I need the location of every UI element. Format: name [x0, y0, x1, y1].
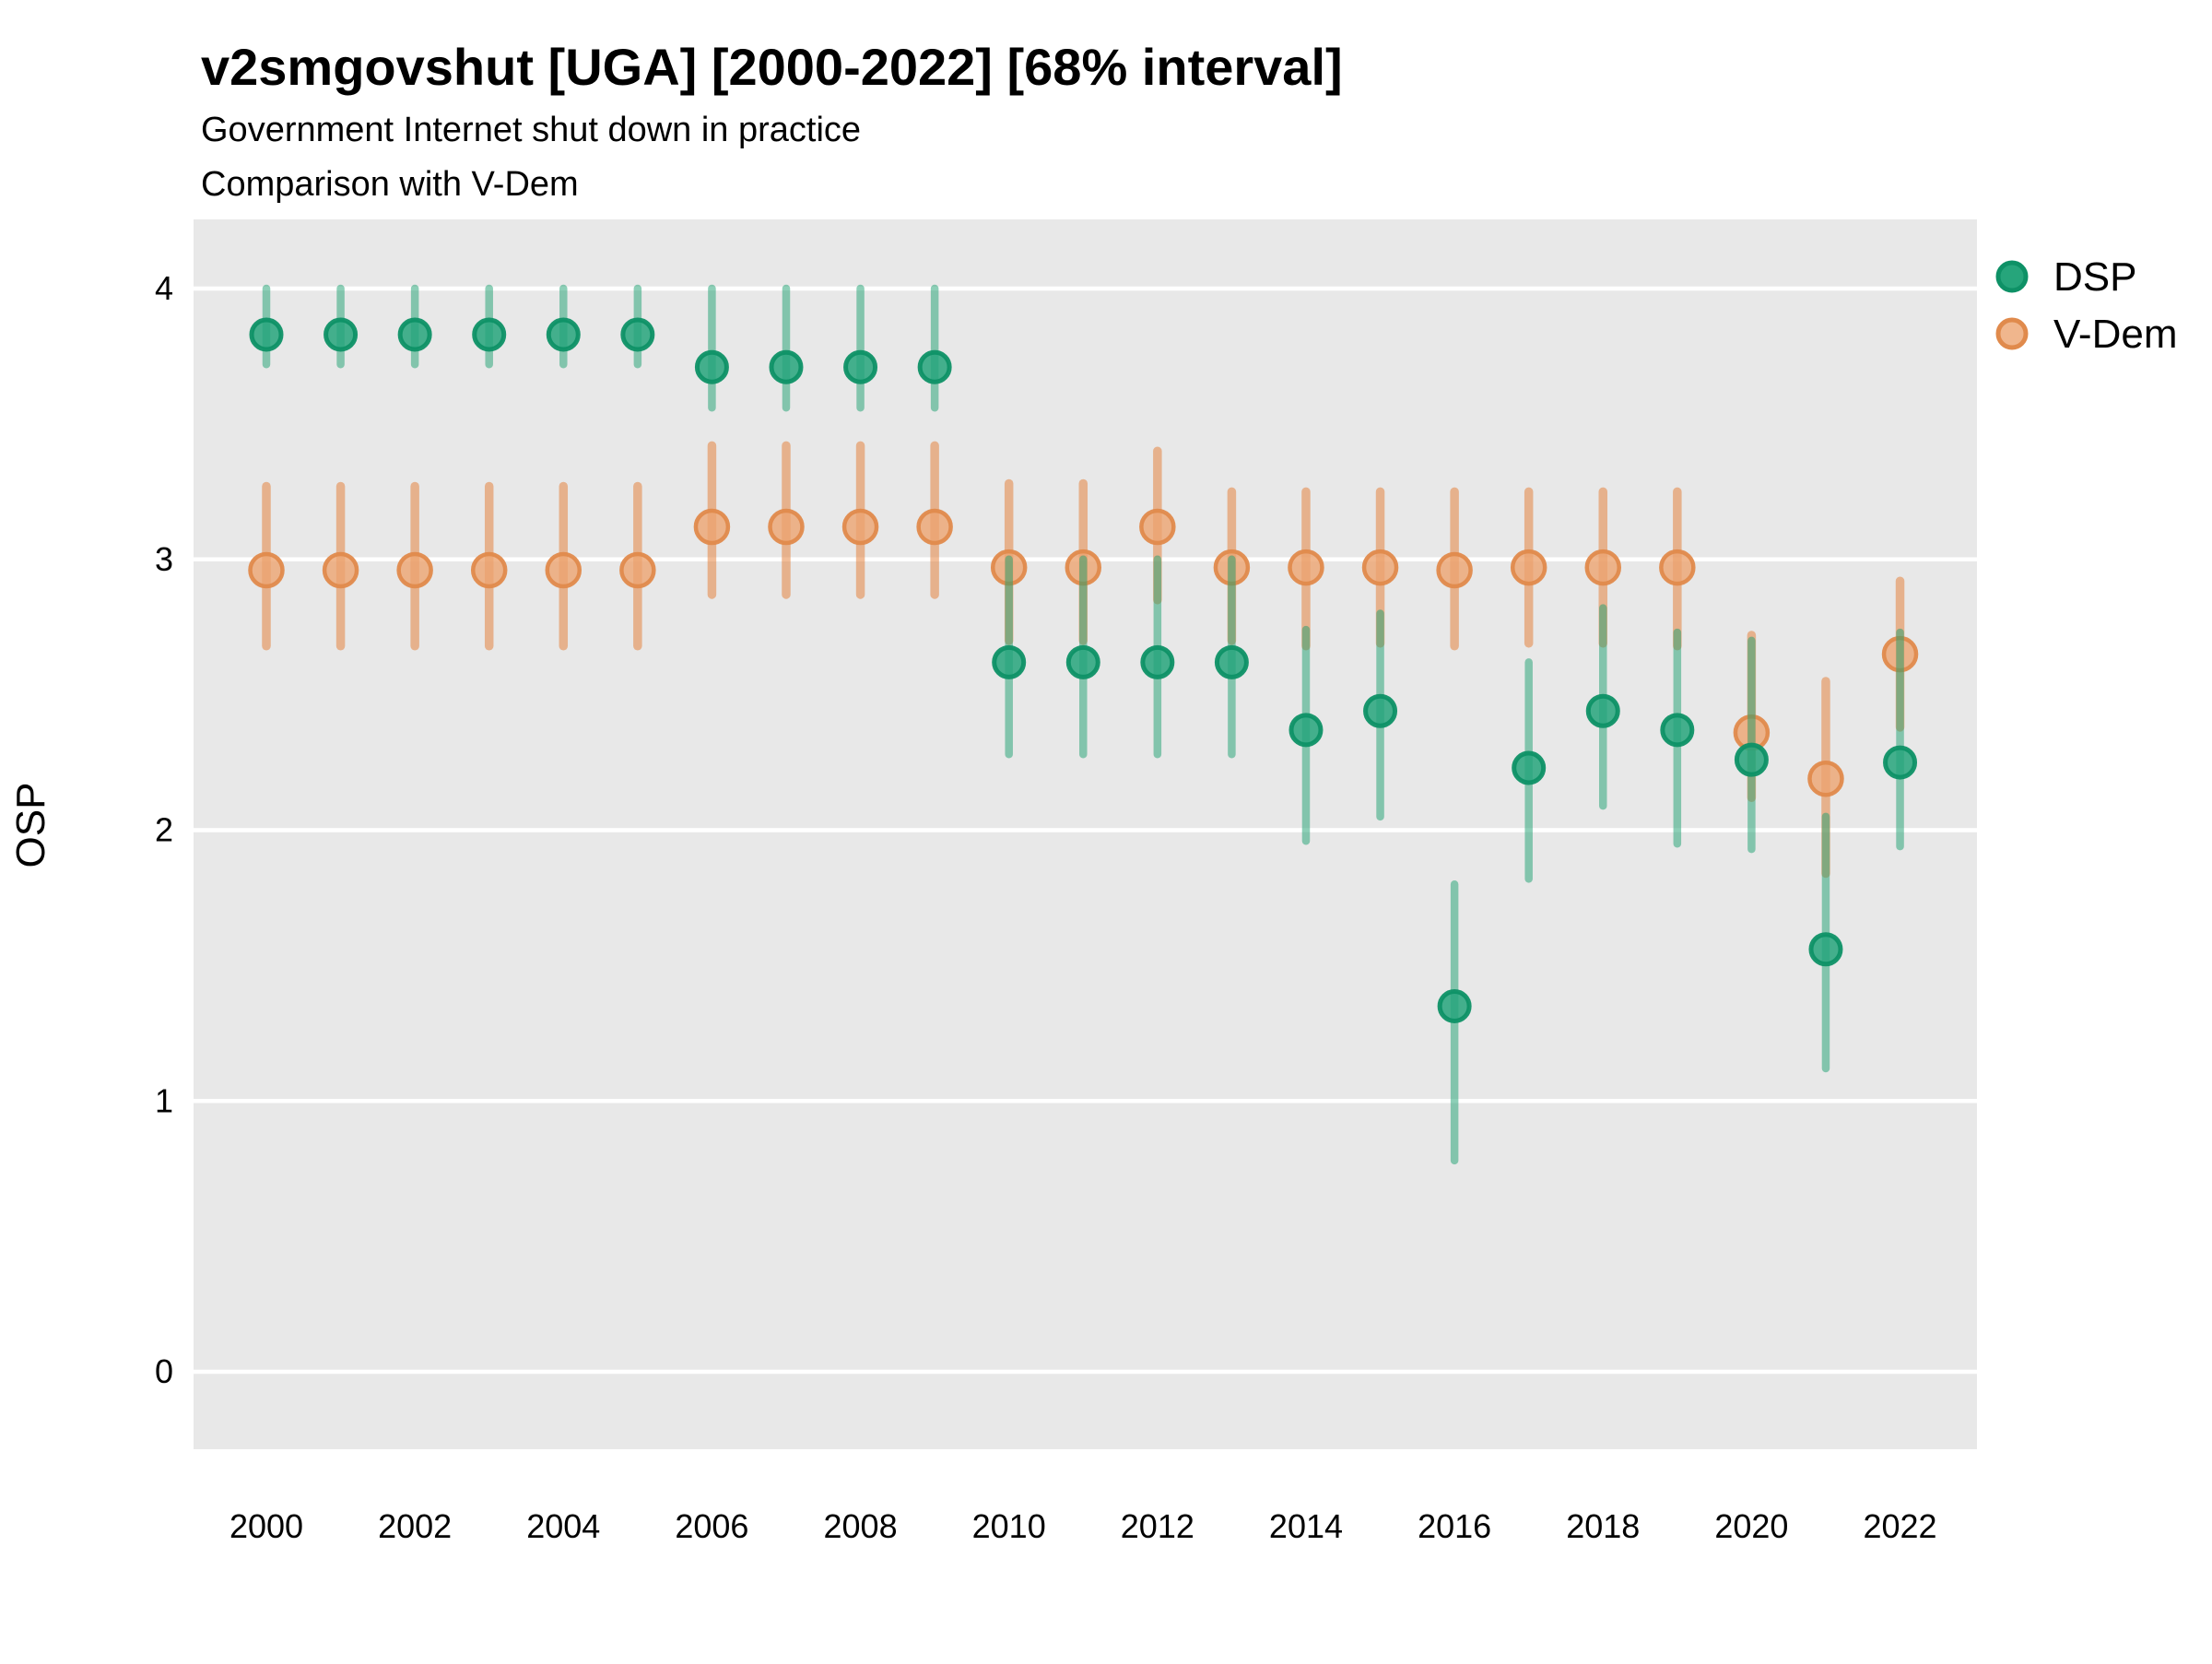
legend-dsp-label: DSP	[2053, 254, 2136, 300]
vdem-point-2017	[1510, 549, 1547, 586]
dsp-point-2008	[843, 349, 878, 384]
dsp-point-2005	[620, 317, 655, 352]
vdem-point-2007	[768, 508, 805, 546]
vdem-point-2008	[841, 508, 879, 546]
dsp-point-2018	[1585, 693, 1620, 728]
y-tick-label-0: 0	[155, 1352, 173, 1390]
dsp-point-2015	[1363, 693, 1398, 728]
y-tick-label-2: 2	[155, 811, 173, 849]
x-tick-label-2016: 2016	[1418, 1507, 1491, 1545]
dsp-point-2014	[1288, 713, 1324, 748]
vdem-point-2002	[396, 551, 433, 589]
dsp-point-2002	[397, 317, 432, 352]
dsp-point-2001	[324, 317, 359, 352]
x-tick-label-2004: 2004	[526, 1507, 600, 1545]
dsp-point-2009	[917, 349, 952, 384]
x-tick-label-2014: 2014	[1269, 1507, 1343, 1545]
vdem-point-2009	[916, 508, 953, 546]
x-tick-label-2022: 2022	[1863, 1507, 1936, 1545]
x-tick-label-2006: 2006	[675, 1507, 748, 1545]
dsp-point-2000	[249, 317, 284, 352]
dsp-point-2004	[546, 317, 581, 352]
legend-vdem-label: V-Dem	[2053, 312, 2177, 357]
vdem-point-2001	[322, 551, 359, 589]
legend-vdem-marker-icon	[1995, 317, 2029, 350]
x-tick-label-2002: 2002	[378, 1507, 452, 1545]
dsp-point-2011	[1065, 644, 1100, 679]
dsp-point-2019	[1660, 713, 1695, 748]
y-tick-label-3: 3	[155, 540, 173, 578]
dsp-point-2010	[992, 644, 1027, 679]
dsp-point-2021	[1808, 932, 1843, 967]
x-tick-label-2000: 2000	[229, 1507, 303, 1545]
y-tick-labels: 0 1 2 3 4	[155, 269, 173, 1390]
dsp-point-2020	[1734, 742, 1769, 777]
plot-background	[194, 219, 1977, 1449]
dsp-point-2017	[1512, 750, 1547, 785]
x-tick-label-2008: 2008	[824, 1507, 898, 1545]
vdem-point-2012	[1139, 508, 1176, 546]
dsp-point-2013	[1214, 644, 1249, 679]
vdem-point-2005	[619, 551, 656, 589]
x-tick-label-2012: 2012	[1121, 1507, 1194, 1545]
vdem-point-2015	[1361, 549, 1399, 586]
dsp-point-2012	[1140, 644, 1175, 679]
vdem-point-2021	[1807, 760, 1844, 797]
chart-title: v2smgovshut [UGA] [2000-2022] [68% inter…	[201, 38, 1343, 96]
vdem-point-2019	[1659, 549, 1696, 586]
y-axis-label: OSP	[8, 783, 53, 868]
vdem-point-2004	[545, 551, 582, 589]
chart-subtitle-2: Comparison with V-Dem	[201, 165, 579, 204]
vdem-point-2006	[693, 508, 731, 546]
y-tick-label-4: 4	[155, 269, 173, 307]
vdem-point-2000	[248, 551, 285, 589]
vdem-point-2016	[1436, 551, 1473, 589]
x-tick-label-2018: 2018	[1566, 1507, 1640, 1545]
legend-dsp-marker-icon	[1995, 260, 2029, 293]
x-tick-label-2010: 2010	[972, 1507, 1046, 1545]
vdem-point-2014	[1288, 549, 1324, 586]
legend: DSP V-Dem	[1995, 254, 2177, 357]
dsp-point-2016	[1437, 988, 1472, 1023]
vdem-point-2003	[470, 551, 508, 589]
dsp-point-2006	[694, 349, 729, 384]
x-tick-labels: 2000 2002 2004 2006 2008 2010 2012 2014 2016 2018…	[229, 1507, 1937, 1545]
y-tick-label-1: 1	[155, 1081, 173, 1119]
x-tick-label-2020: 2020	[1714, 1507, 1788, 1545]
plot-area	[194, 219, 1977, 1449]
dsp-point-2003	[472, 317, 507, 352]
chart-subtitle: Government Internet shut down in practic…	[201, 111, 861, 149]
dsp-point-2007	[769, 349, 804, 384]
dsp-point-2022	[1883, 745, 1918, 780]
vdem-point-2018	[1584, 549, 1622, 586]
series-marks-group	[248, 284, 1919, 1165]
